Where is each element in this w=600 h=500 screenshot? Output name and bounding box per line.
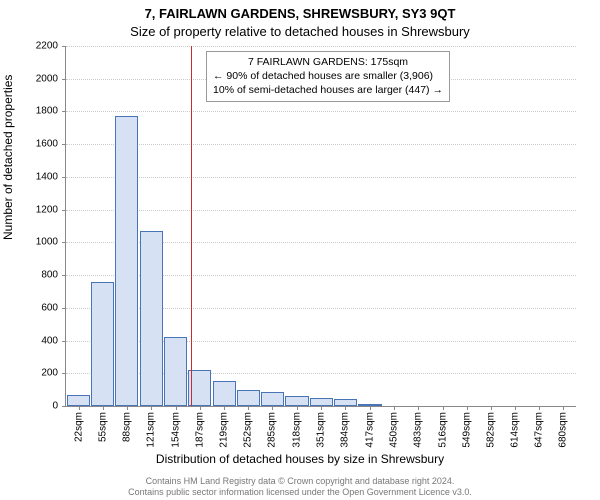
ytick-mark xyxy=(62,79,66,80)
caption-line-1: Contains HM Land Registry data © Crown c… xyxy=(0,476,600,487)
xtick-label: 318sqm xyxy=(291,412,302,448)
histogram-bar xyxy=(91,282,114,406)
ytick-mark xyxy=(62,111,66,112)
ytick-mark xyxy=(62,275,66,276)
ytick-mark xyxy=(62,373,66,374)
xtick-mark xyxy=(515,406,516,410)
xtick-label: 549sqm xyxy=(461,412,472,448)
xtick-label: 450sqm xyxy=(388,412,399,448)
ytick-label: 200 xyxy=(41,368,58,379)
xtick-label: 582sqm xyxy=(486,412,497,448)
annotation-box: 7 FAIRLAWN GARDENS: 175sqm← 90% of detac… xyxy=(206,51,450,102)
histogram-bar xyxy=(115,116,138,406)
y-axis-label: Number of detached properties xyxy=(1,75,15,240)
histogram-bar xyxy=(164,337,187,406)
figure-title-line1: 7, FAIRLAWN GARDENS, SHREWSBURY, SY3 9QT xyxy=(0,6,600,21)
xtick-label: 614sqm xyxy=(509,412,520,448)
xtick-mark xyxy=(370,406,371,410)
gridline-h xyxy=(66,111,576,112)
figure-title-line2: Size of property relative to detached ho… xyxy=(0,24,600,39)
xtick-mark xyxy=(539,406,540,410)
ytick-mark xyxy=(62,406,66,407)
xtick-label: 417sqm xyxy=(364,412,375,448)
xtick-mark xyxy=(224,406,225,410)
xtick-label: 384sqm xyxy=(340,412,351,448)
gridline-h xyxy=(66,144,576,145)
ytick-label: 1200 xyxy=(36,204,58,215)
annotation-line: 10% of semi-detached houses are larger (… xyxy=(213,84,443,98)
xtick-label: 187sqm xyxy=(195,412,206,448)
xtick-mark xyxy=(200,406,201,410)
xtick-label: 252sqm xyxy=(243,412,254,448)
ytick-label: 600 xyxy=(41,302,58,313)
xtick-mark xyxy=(151,406,152,410)
xtick-mark xyxy=(272,406,273,410)
xtick-label: 219sqm xyxy=(218,412,229,448)
reference-line xyxy=(191,46,192,406)
gridline-h xyxy=(66,177,576,178)
ytick-mark xyxy=(62,341,66,342)
xtick-mark xyxy=(297,406,298,410)
ytick-label: 800 xyxy=(41,270,58,281)
ytick-mark xyxy=(62,177,66,178)
xtick-mark xyxy=(394,406,395,410)
histogram-bar xyxy=(285,396,308,406)
xtick-label: 121sqm xyxy=(146,412,157,448)
xtick-label: 680sqm xyxy=(558,412,569,448)
ytick-label: 1800 xyxy=(36,106,58,117)
xtick-mark xyxy=(176,406,177,410)
histogram-bar xyxy=(140,231,163,406)
xtick-mark xyxy=(491,406,492,410)
xtick-label: 88sqm xyxy=(122,412,133,442)
annotation-line: ← 90% of detached houses are smaller (3,… xyxy=(213,70,443,84)
ytick-mark xyxy=(62,144,66,145)
xtick-mark xyxy=(563,406,564,410)
annotation-line: 7 FAIRLAWN GARDENS: 175sqm xyxy=(213,56,443,70)
xtick-mark xyxy=(79,406,80,410)
xtick-mark xyxy=(321,406,322,410)
xtick-label: 351sqm xyxy=(316,412,327,448)
xtick-mark xyxy=(418,406,419,410)
histogram-bar xyxy=(261,392,284,406)
xtick-label: 647sqm xyxy=(534,412,545,448)
xtick-label: 154sqm xyxy=(170,412,181,448)
x-axis-label: Distribution of detached houses by size … xyxy=(0,452,600,466)
histogram-bar xyxy=(67,395,90,406)
xtick-label: 22sqm xyxy=(73,412,84,442)
xtick-label: 55sqm xyxy=(97,412,108,442)
ytick-mark xyxy=(62,46,66,47)
ytick-mark xyxy=(62,210,66,211)
ytick-label: 1000 xyxy=(36,237,58,248)
xtick-mark xyxy=(127,406,128,410)
xtick-label: 516sqm xyxy=(437,412,448,448)
ytick-label: 1400 xyxy=(36,171,58,182)
gridline-h xyxy=(66,46,576,47)
ytick-label: 400 xyxy=(41,335,58,346)
histogram-bar xyxy=(310,398,333,406)
caption-line-2: Contains public sector information licen… xyxy=(0,487,600,498)
xtick-mark xyxy=(103,406,104,410)
xtick-label: 483sqm xyxy=(413,412,424,448)
figure-caption: Contains HM Land Registry data © Crown c… xyxy=(0,476,600,498)
xtick-mark xyxy=(443,406,444,410)
gridline-h xyxy=(66,210,576,211)
histogram-bar xyxy=(213,381,236,406)
histogram-bar xyxy=(237,390,260,406)
ytick-label: 2000 xyxy=(36,73,58,84)
xtick-label: 285sqm xyxy=(267,412,278,448)
xtick-mark xyxy=(248,406,249,410)
ytick-mark xyxy=(62,308,66,309)
ytick-label: 0 xyxy=(52,401,58,412)
xtick-mark xyxy=(467,406,468,410)
xtick-mark xyxy=(345,406,346,410)
ytick-label: 1600 xyxy=(36,139,58,150)
ytick-label: 2200 xyxy=(36,41,58,52)
plot-area: 0200400600800100012001400160018002000220… xyxy=(65,46,576,407)
ytick-mark xyxy=(62,242,66,243)
